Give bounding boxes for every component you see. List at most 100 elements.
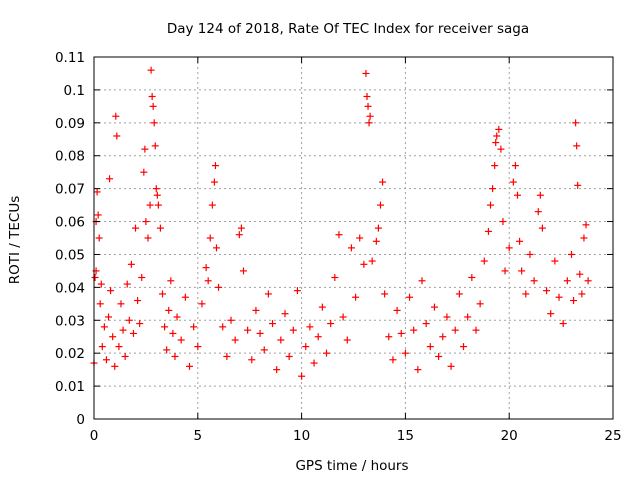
data-point [352,293,360,301]
data-point [451,326,459,334]
data-point [219,323,227,331]
data-point [227,316,235,324]
y-tick-label: 0.02 [55,346,85,362]
data-point [497,145,505,153]
x-tick-label: 20 [501,428,518,444]
x-tick-label: 10 [293,428,310,444]
data-point [522,290,530,298]
data-point [112,112,120,120]
data-point [368,257,376,265]
data-point [206,234,214,242]
data-point [397,329,405,337]
data-point [570,297,578,305]
data-point [493,132,501,140]
data-point [147,66,155,74]
data-point [551,257,559,265]
data-point [538,224,546,232]
data-point [472,326,480,334]
data-point [385,333,393,341]
data-point [335,231,343,239]
data-point [129,329,137,337]
data-point [536,191,544,199]
data-point [144,234,152,242]
data-point [136,320,144,328]
data-point [285,352,293,360]
data-point [389,356,397,364]
data-point [148,92,156,100]
data-point [212,244,220,252]
data-point [447,362,455,370]
y-tick-label: 0.09 [55,116,85,132]
data-point [105,313,113,321]
data-point [150,119,158,127]
data-point [97,280,105,288]
x-tick-label: 5 [194,428,203,444]
data-point [190,323,198,331]
data-point [269,320,277,328]
grid-lines [94,57,613,419]
data-point [94,211,102,219]
chart-title: Day 124 of 2018, Rate Of TEC Index for r… [167,21,529,37]
x-tick-label: 25 [604,428,621,444]
y-axis-label: ROTI / TECUs [7,196,23,284]
data-point [98,343,106,351]
data-point [264,290,272,298]
data-point [499,218,507,226]
data-point [310,359,318,367]
data-point [181,293,189,301]
data-point [306,323,314,331]
data-point [578,290,586,298]
data-point [149,102,157,110]
data-point [173,313,181,321]
data-point [185,362,193,370]
data-point [379,178,387,186]
data-point [163,346,171,354]
data-point [464,313,472,321]
data-point [293,287,301,295]
axis-ticks: 0 5 10 15 20 25 0 0.01 0.02 0.03 0.04 0.05 0.06 0.07 0… [55,50,622,444]
data-point [363,92,371,100]
data-point [401,349,409,357]
y-tick-label: 0.06 [55,215,85,231]
data-point [177,336,185,344]
data-point [244,326,252,334]
data-point [573,142,581,150]
data-point [239,267,247,275]
data-point [414,366,422,374]
data-point [151,142,159,150]
data-point [366,112,374,120]
data-point [501,267,509,275]
data-point [511,162,519,170]
data-point [154,201,162,209]
data-point [100,323,108,331]
data-point [484,227,492,235]
x-axis-label: GPS time / hours [295,458,408,474]
data-point [543,287,551,295]
data-point [576,270,584,278]
data-point [435,352,443,360]
y-tick-label: 0.08 [55,149,85,165]
data-point [210,178,218,186]
data-point [95,234,103,242]
data-point [171,352,179,360]
data-point [567,250,575,258]
x-tick-label: 0 [90,428,99,444]
data-point [142,218,150,226]
data-point [289,326,297,334]
data-point [331,273,339,281]
data-point [231,336,239,344]
data-point [165,306,173,314]
data-point [153,191,161,199]
data-point [422,320,430,328]
data-point [302,343,310,351]
data-point [516,237,524,245]
data-point [418,277,426,285]
data-point [410,326,418,334]
data-point [509,178,517,186]
data-point [360,260,368,268]
data-point [487,201,495,209]
data-point [109,333,117,341]
y-tick-label: 0.03 [55,313,85,329]
data-point [277,336,285,344]
data-point [156,224,164,232]
